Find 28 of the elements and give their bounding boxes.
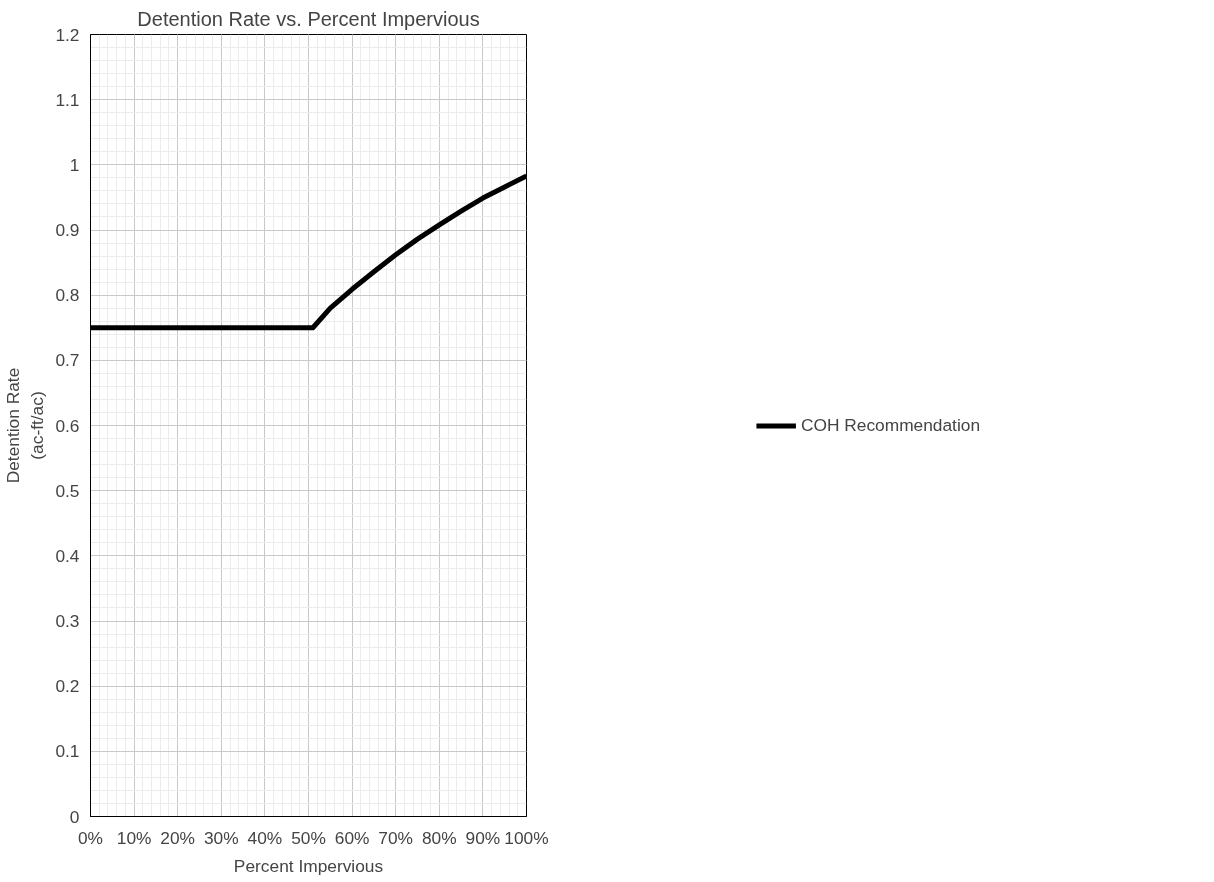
y-tick-label: 1.2 bbox=[55, 24, 80, 45]
x-tick-label: 100% bbox=[504, 827, 549, 848]
x-tick-label: 0% bbox=[77, 827, 104, 848]
x-tick-label: 10% bbox=[116, 827, 152, 848]
y-tick-label: 0.8 bbox=[55, 285, 80, 306]
x-tick-label: 60% bbox=[334, 827, 370, 848]
y-tick-label: 0.6 bbox=[55, 415, 80, 436]
y-tick-label: 1 bbox=[69, 154, 80, 175]
y-tick-label: 0.3 bbox=[55, 611, 80, 631]
x-tick-label: 20% bbox=[160, 827, 196, 848]
x-tick-label: 90% bbox=[465, 827, 501, 848]
y-tick-label: 1.1 bbox=[55, 89, 80, 110]
x-tick-label: 70% bbox=[378, 827, 414, 848]
y-tick-label: 0.9 bbox=[55, 220, 80, 240]
y-tick-label: 0 bbox=[69, 806, 80, 827]
legend-label: COH Recommendation bbox=[800, 414, 981, 436]
y-tick-label: 0.7 bbox=[55, 350, 80, 371]
chart-title: Detention Rate vs. Percent Impervious bbox=[137, 7, 480, 30]
x-tick-label: 40% bbox=[247, 827, 283, 848]
x-tick-label: 80% bbox=[421, 827, 457, 848]
x-tick-label: 50% bbox=[291, 827, 326, 848]
x-tick-label: 30% bbox=[203, 827, 239, 848]
x-axis-title: Percent Impervious bbox=[233, 855, 384, 876]
y-tick-label: 0.1 bbox=[55, 741, 80, 762]
y-tick-label: 0.2 bbox=[55, 676, 80, 697]
y-axis-title: Detention Rate (ac-ft/ac) bbox=[3, 367, 48, 484]
y-tick-label: 0.5 bbox=[55, 480, 80, 501]
y-tick-label: 0.4 bbox=[55, 545, 80, 566]
